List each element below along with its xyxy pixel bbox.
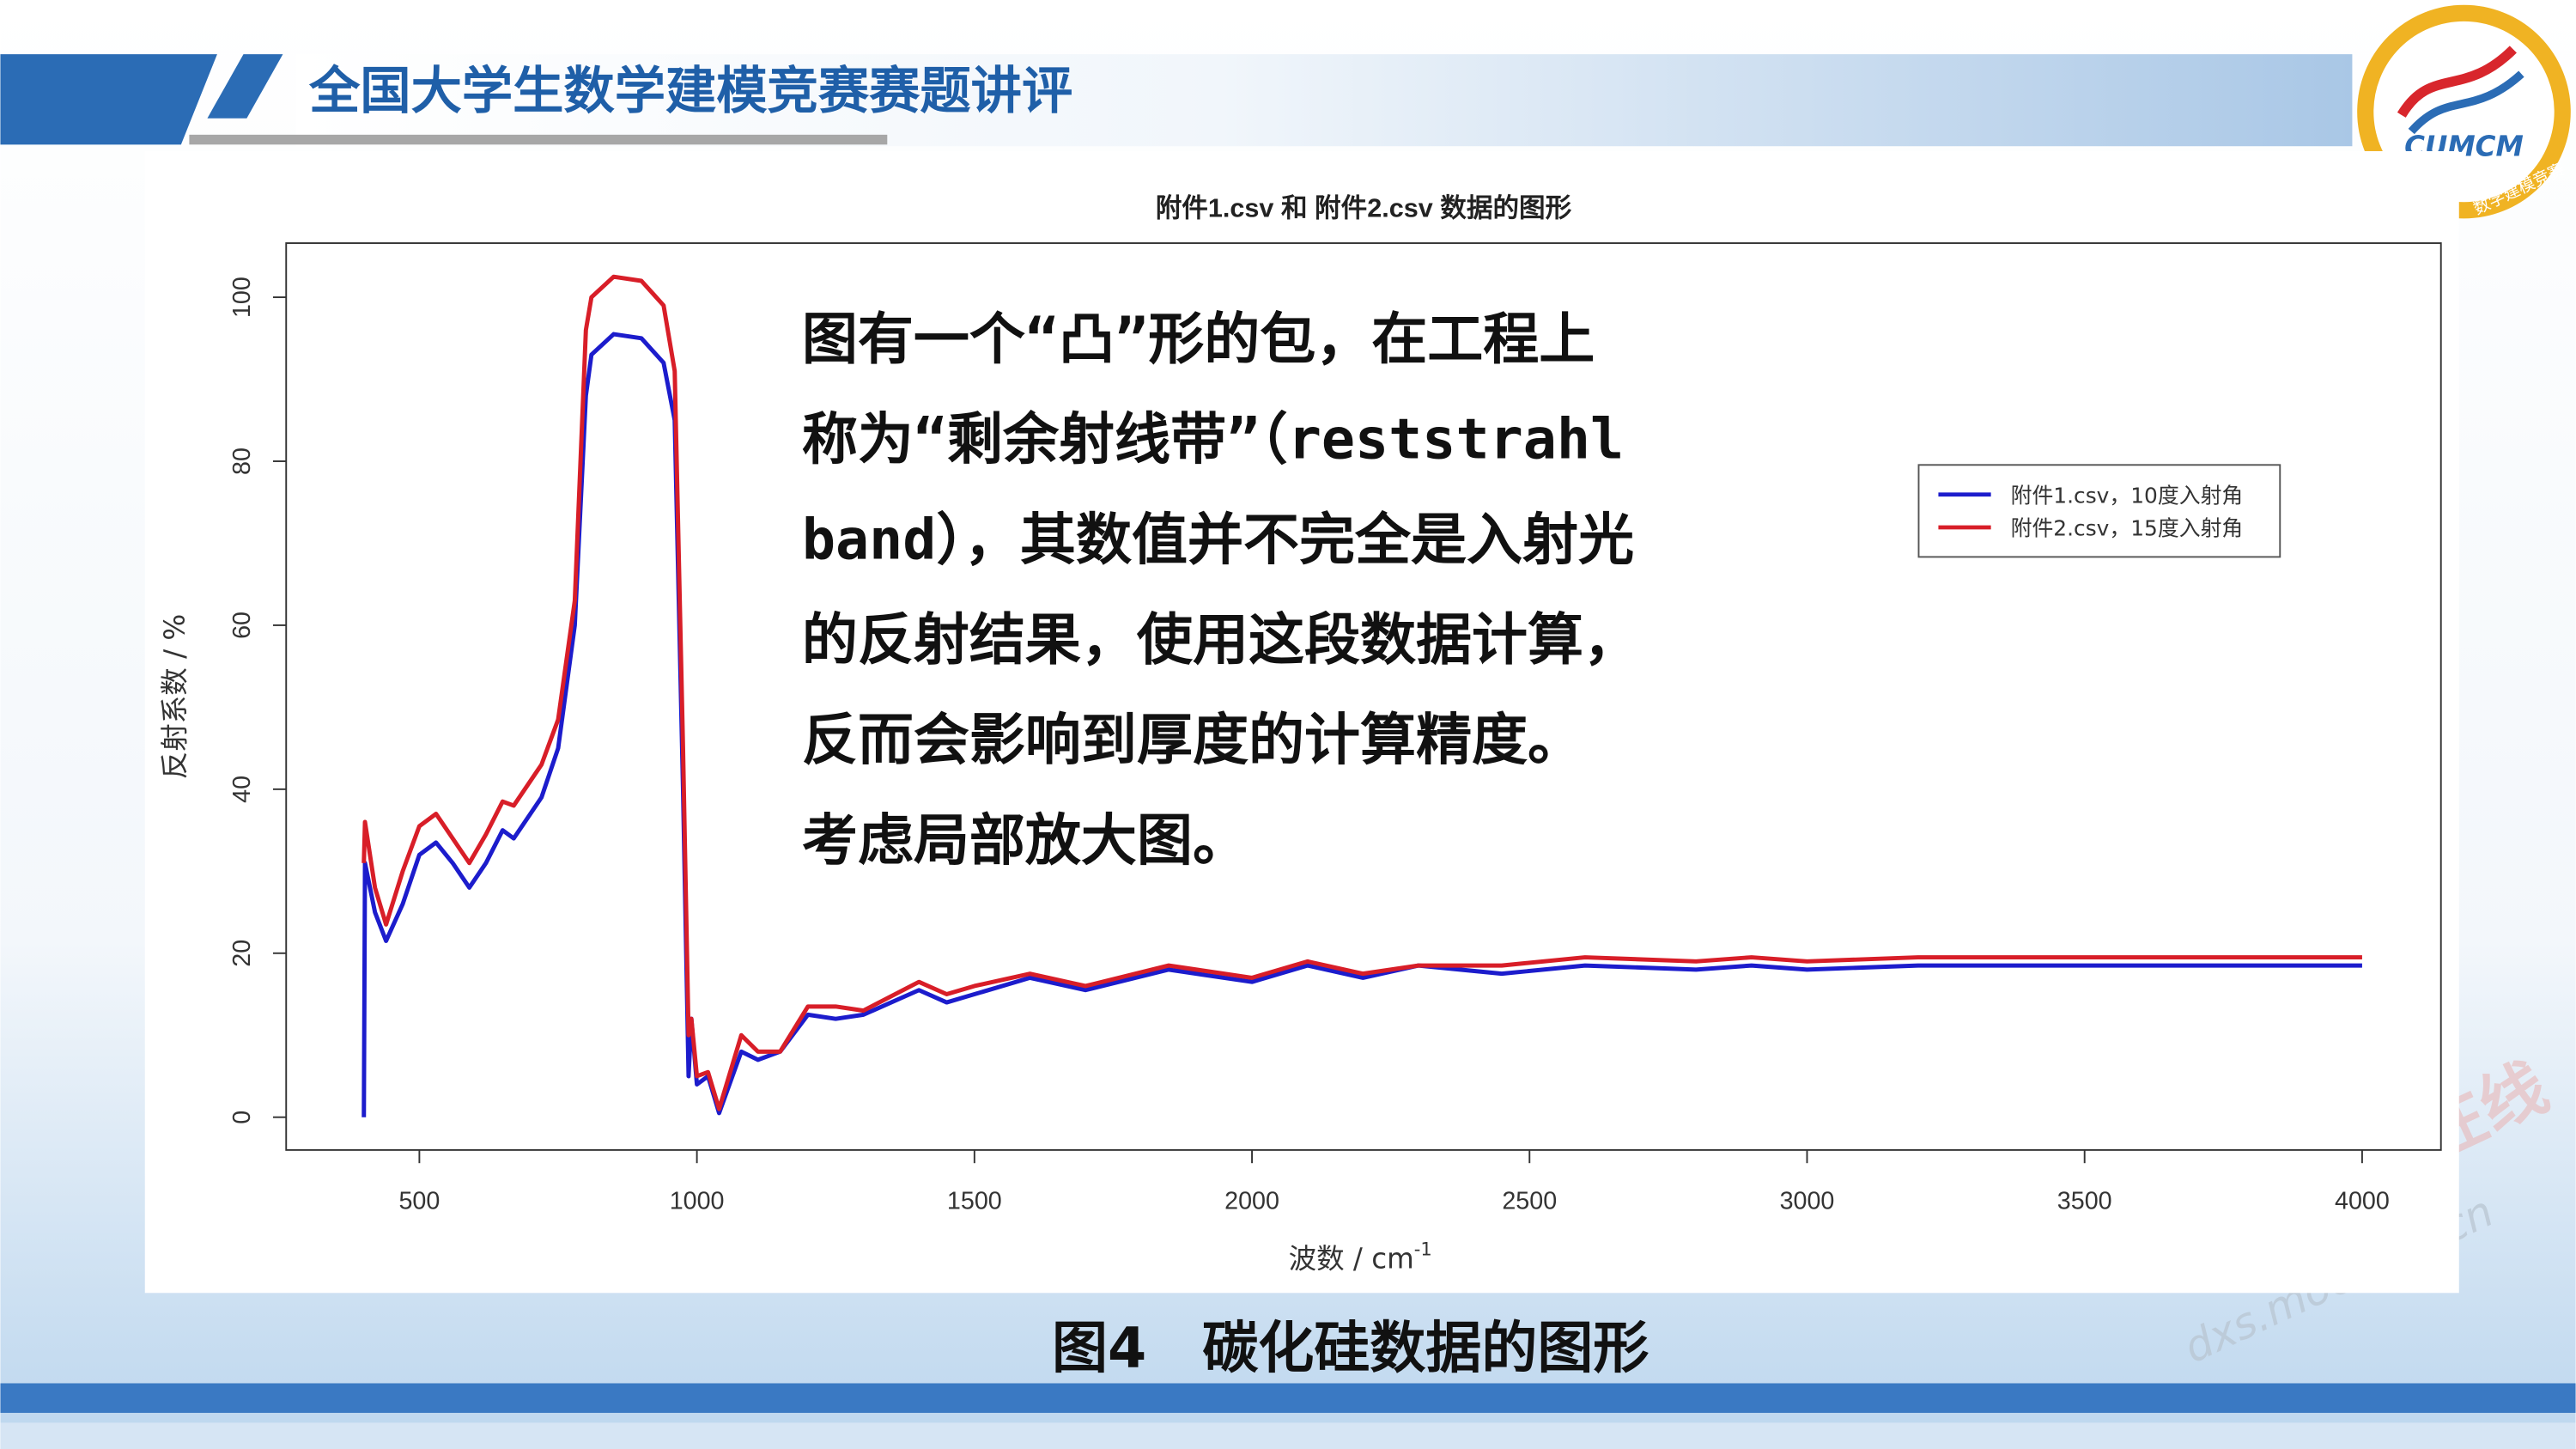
x-tick-label: 2500 bbox=[1502, 1188, 1557, 1215]
x-tick-label: 4000 bbox=[2335, 1188, 2390, 1215]
annotation-line: 称为“剩余射线带”（reststrahl bbox=[802, 408, 1624, 472]
logo-swoosh bbox=[2408, 70, 2524, 135]
chart-panel bbox=[144, 150, 2459, 1294]
annotation-line: 的反射结果，使用这段数据计算， bbox=[802, 608, 1639, 673]
annotation-line: band），其数值并不完全是入射光 bbox=[802, 508, 1634, 572]
x-tick-label: 500 bbox=[398, 1188, 440, 1215]
x-axis-label-superscript: -1 bbox=[1414, 1238, 1432, 1259]
x-tick-label: 1500 bbox=[947, 1188, 1002, 1215]
header-block bbox=[0, 54, 217, 145]
header-title: 全国大学生数学建模竞赛赛题讲评 bbox=[308, 60, 1072, 120]
y-tick-label: 0 bbox=[228, 1111, 256, 1124]
x-tick-label: 1000 bbox=[670, 1188, 725, 1215]
figure-caption: 图4 碳化硅数据的图形 bbox=[1052, 1316, 1649, 1380]
legend-label: 附件2.csv，15度入射角 bbox=[2011, 516, 2244, 541]
plot-frame bbox=[285, 242, 2442, 1151]
footer-bar bbox=[0, 1383, 2576, 1413]
series-line bbox=[361, 274, 2362, 1111]
x-axis-label: 波数 / cm-1 bbox=[1289, 1238, 1432, 1275]
y-tick-label: 20 bbox=[228, 940, 256, 967]
x-tick-label: 3000 bbox=[1780, 1188, 1835, 1215]
y-tick-label: 100 bbox=[228, 277, 256, 318]
annotation-line: 考虑局部放大图。 bbox=[802, 808, 1249, 873]
y-axis-label: 反射系数 / % bbox=[159, 614, 191, 780]
header-underline bbox=[189, 134, 888, 145]
chart-title: 附件1.csv 和 附件2.csv 数据的图形 bbox=[1156, 193, 1572, 222]
y-tick-label: 60 bbox=[228, 612, 256, 639]
y-tick-label: 40 bbox=[228, 776, 256, 803]
x-axis-label-text: 波数 / cm bbox=[1289, 1243, 1414, 1275]
y-tick-label: 80 bbox=[228, 447, 256, 475]
annotation-line: 反而会影响到厚度的计算精度。 bbox=[802, 709, 1583, 773]
footer-strip bbox=[0, 1422, 2576, 1449]
header-slash bbox=[207, 54, 283, 119]
legend-label: 附件1.csv，10度入射角 bbox=[2011, 483, 2244, 508]
annotation-line: 图有一个“凸”形的包，在工程上 bbox=[802, 307, 1595, 372]
logo-swoosh bbox=[2397, 46, 2517, 118]
header-bar bbox=[295, 54, 2353, 147]
legend-box bbox=[1917, 464, 2281, 558]
x-tick-label: 3500 bbox=[2057, 1188, 2112, 1215]
x-tick-label: 2000 bbox=[1224, 1188, 1279, 1215]
